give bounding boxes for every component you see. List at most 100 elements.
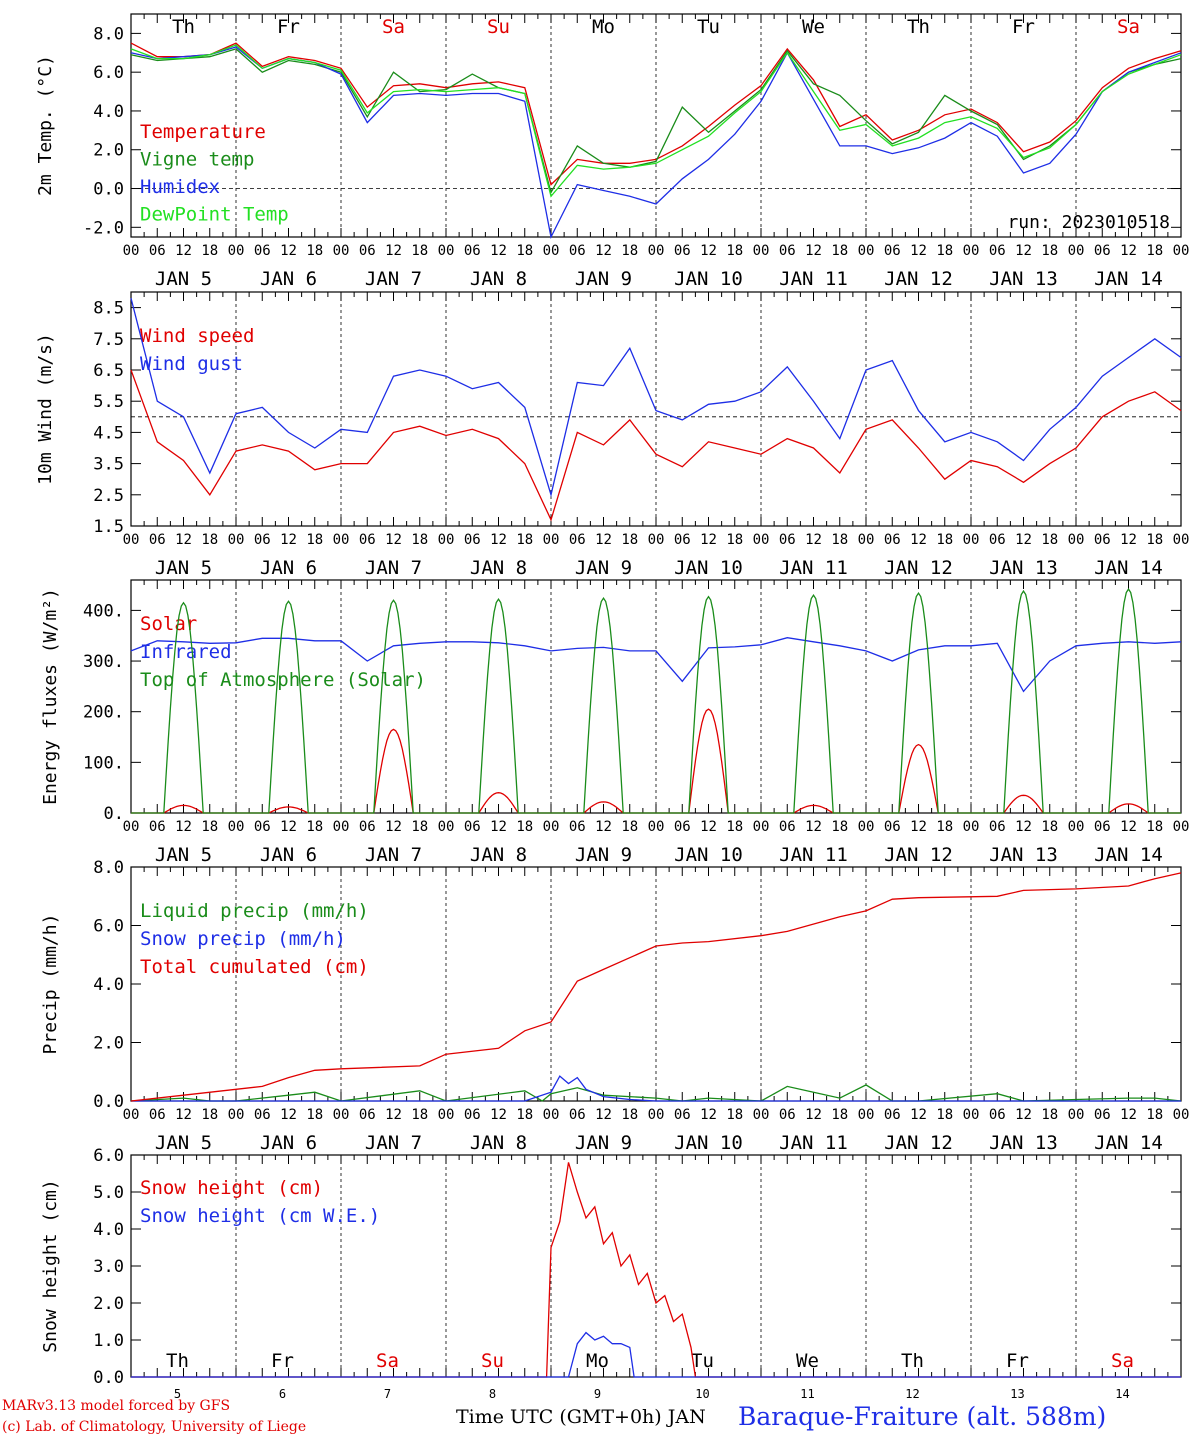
y-tick-label: 0.: [104, 804, 124, 824]
date-label: JAN 12: [884, 844, 953, 866]
y-tick-label: 4.0: [93, 975, 124, 995]
hour-tick-label: 06: [569, 1107, 586, 1123]
hour-tick-label: 06: [359, 532, 376, 548]
hour-tick-label: 06: [464, 243, 481, 259]
date-label: JAN 11: [779, 844, 848, 866]
hour-tick-label: 12: [490, 819, 507, 835]
hour-tick-label: 00: [648, 243, 665, 259]
hour-tick-label: 00: [753, 532, 770, 548]
legend-entry: Humidex: [140, 176, 220, 198]
y-tick-label: 1.0: [93, 1331, 124, 1351]
hour-tick-label: 18: [831, 243, 848, 259]
hour-tick-label: 00: [228, 819, 245, 835]
hour-tick-label: 12: [280, 532, 297, 548]
hour-tick-label: 00: [333, 532, 350, 548]
date-label: JAN 14: [1094, 1132, 1163, 1154]
series-line-top-of-atmosphere-solar: [131, 587, 1181, 814]
date-label: JAN 5: [155, 268, 212, 290]
hour-tick-label: 12: [385, 243, 402, 259]
y-tick-label: 6.0: [93, 1146, 124, 1166]
date-label: JAN 10: [674, 1132, 743, 1154]
day-number-label: 12: [905, 1387, 919, 1401]
hour-tick-label: 12: [490, 243, 507, 259]
station-title: Baraque-Fraiture (alt. 588m): [738, 1402, 1107, 1431]
y-tick-label: 6.0: [93, 63, 124, 83]
date-label: JAN 12: [884, 557, 953, 579]
date-label: JAN 11: [779, 268, 848, 290]
y-axis-title: 2m Temp. (°C): [35, 55, 56, 196]
hour-tick-label: 12: [490, 1107, 507, 1123]
date-label: JAN 7: [365, 844, 422, 866]
hour-tick-label: 18: [936, 243, 953, 259]
hour-tick-label: 18: [621, 243, 638, 259]
hour-tick-label: 06: [1094, 819, 1111, 835]
day-number-label: 13: [1010, 1387, 1024, 1401]
weekday-label: Fr: [271, 1350, 294, 1372]
hour-tick-label: 06: [779, 243, 796, 259]
y-tick-label: 3.0: [93, 1257, 124, 1277]
date-label: JAN 5: [155, 557, 212, 579]
date-label: JAN 13: [989, 1132, 1058, 1154]
hour-tick-label: 12: [1015, 243, 1032, 259]
y-axis-title: 10m Wind (m/s): [35, 333, 56, 485]
hour-tick-label: 12: [700, 532, 717, 548]
legend-entry: Vigne temp: [140, 149, 254, 171]
hour-tick-label: 18: [1146, 532, 1163, 548]
hour-tick-label: 18: [516, 819, 533, 835]
y-tick-label: 0.0: [93, 1092, 124, 1112]
hour-tick-label: 00: [1173, 532, 1190, 548]
y-axis-title: Snow height (cm): [40, 1179, 61, 1352]
hour-tick-label: 12: [805, 532, 822, 548]
hour-tick-label: 12: [385, 532, 402, 548]
legend-entry: Top of Atmosphere (Solar): [140, 669, 426, 691]
series-line-vigne-temp: [130, 48, 1182, 195]
date-label: JAN 7: [365, 557, 422, 579]
y-axis-title: Precip (mm/h): [40, 914, 61, 1055]
hour-tick-label: 06: [149, 819, 166, 835]
hour-tick-label: 12: [490, 532, 507, 548]
hour-tick-label: 00: [438, 819, 455, 835]
series-line-dewpoint-temp: [130, 44, 1182, 198]
weekday-label: Fr: [277, 16, 300, 38]
date-label: JAN 12: [884, 1132, 953, 1154]
day-number-label: 8: [489, 1387, 496, 1401]
date-label: JAN 8: [470, 844, 527, 866]
hour-tick-label: 06: [359, 243, 376, 259]
date-label: JAN 14: [1094, 268, 1163, 290]
hour-tick-label: 00: [1068, 1107, 1085, 1123]
y-tick-label: 8.5: [93, 299, 124, 319]
hour-tick-label: 18: [516, 243, 533, 259]
y-tick-label: 4.5: [93, 423, 124, 443]
weekday-label: Fr: [1006, 1350, 1029, 1372]
date-label: JAN 14: [1094, 844, 1163, 866]
hour-tick-label: 06: [149, 1107, 166, 1123]
hour-tick-label: 12: [910, 532, 927, 548]
hour-tick-label: 12: [910, 243, 927, 259]
hour-tick-label: 00: [543, 243, 560, 259]
weekday-label: Sa: [382, 16, 405, 38]
hour-tick-label: 18: [306, 243, 323, 259]
hour-tick-label: 18: [1041, 1107, 1058, 1123]
hour-tick-label: 12: [595, 1107, 612, 1123]
weekday-label: Th: [907, 16, 930, 38]
x-axis-title: Time UTC (GMT+0h) JAN: [456, 1406, 706, 1428]
hour-tick-label: 12: [805, 819, 822, 835]
hour-tick-label: 06: [149, 532, 166, 548]
day-number-label: 7: [384, 1387, 391, 1401]
hour-tick-label: 00: [438, 1107, 455, 1123]
hour-tick-label: 00: [1068, 532, 1085, 548]
hour-tick-label: 00: [543, 532, 560, 548]
hour-tick-label: 06: [884, 243, 901, 259]
hour-tick-label: 06: [779, 1107, 796, 1123]
hour-tick-label: 06: [464, 1107, 481, 1123]
day-number-label: 10: [695, 1387, 709, 1401]
weekday-label: We: [802, 16, 825, 38]
hour-tick-label: 12: [910, 819, 927, 835]
model-credit: MARv3.13 model forced by GFS: [2, 1398, 231, 1414]
hour-tick-label: 06: [884, 1107, 901, 1123]
hour-tick-label: 12: [1015, 1107, 1032, 1123]
y-tick-label: 8.0: [93, 24, 124, 44]
date-label: JAN 10: [674, 557, 743, 579]
date-label: JAN 9: [575, 268, 632, 290]
hour-tick-label: 06: [254, 1107, 271, 1123]
